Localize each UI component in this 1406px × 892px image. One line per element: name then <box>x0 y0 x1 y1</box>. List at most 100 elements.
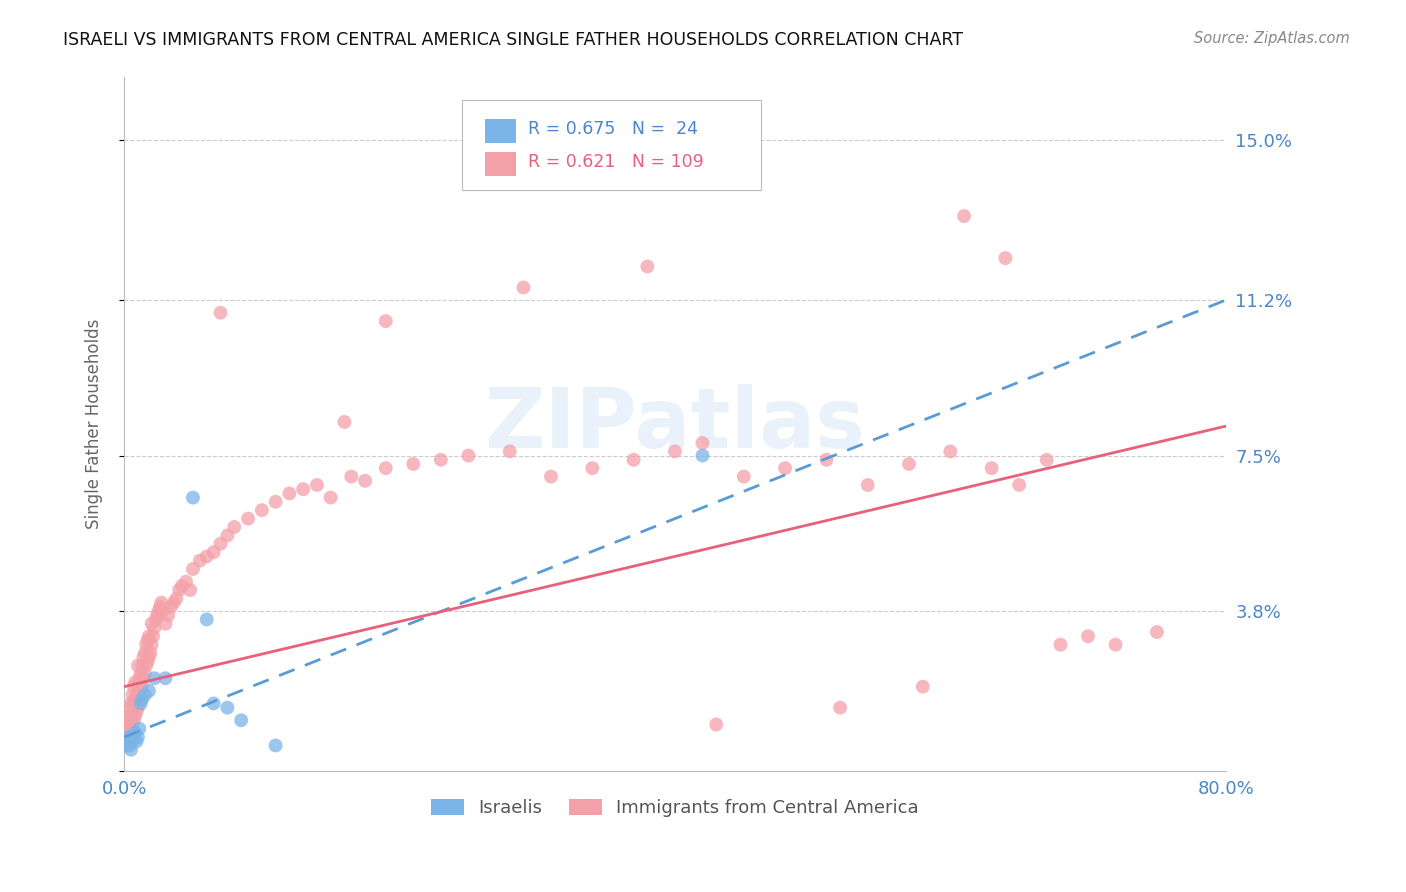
Point <box>148 604 170 618</box>
Point <box>278 486 301 500</box>
Point <box>540 469 562 483</box>
Point <box>773 461 796 475</box>
Point <box>118 739 141 753</box>
Point <box>1049 638 1071 652</box>
Point <box>128 671 150 685</box>
Y-axis label: Single Father Households: Single Father Households <box>86 318 103 529</box>
Point <box>125 705 148 719</box>
Point <box>124 726 146 740</box>
Point <box>142 629 165 643</box>
Point <box>167 582 190 597</box>
Point <box>124 692 146 706</box>
Point <box>1104 638 1126 652</box>
Legend: Israelis, Immigrants from Central America: Israelis, Immigrants from Central Americ… <box>425 791 927 824</box>
Point <box>898 457 921 471</box>
Point <box>166 591 188 606</box>
Point <box>163 596 186 610</box>
Point <box>118 700 141 714</box>
Point <box>733 469 755 483</box>
Point <box>114 722 136 736</box>
Point <box>132 650 155 665</box>
Point <box>181 562 204 576</box>
Point <box>181 491 204 505</box>
Point <box>202 545 225 559</box>
Point <box>127 730 149 744</box>
Point <box>120 717 142 731</box>
Point <box>340 469 363 483</box>
Point <box>131 680 153 694</box>
Point <box>160 599 183 614</box>
Point <box>152 604 174 618</box>
Point <box>117 709 139 723</box>
Point <box>128 692 150 706</box>
Point <box>128 722 150 736</box>
Point <box>305 478 328 492</box>
Point <box>115 713 138 727</box>
Point <box>136 633 159 648</box>
Point <box>374 314 396 328</box>
Point <box>136 655 159 669</box>
Point <box>132 671 155 685</box>
Point <box>122 697 145 711</box>
Point <box>139 646 162 660</box>
Point <box>120 730 142 744</box>
Point <box>138 650 160 665</box>
Point <box>118 722 141 736</box>
Point <box>512 280 534 294</box>
Point <box>236 511 259 525</box>
Point <box>830 700 852 714</box>
Point <box>457 449 479 463</box>
FancyBboxPatch shape <box>485 119 516 144</box>
Text: ISRAELI VS IMMIGRANTS FROM CENTRAL AMERICA SINGLE FATHER HOUSEHOLDS CORRELATION : ISRAELI VS IMMIGRANTS FROM CENTRAL AMERI… <box>63 31 963 49</box>
Point <box>581 461 603 475</box>
Point <box>980 461 1002 475</box>
Point <box>114 739 136 753</box>
Point <box>135 658 157 673</box>
Point <box>122 713 145 727</box>
FancyBboxPatch shape <box>485 152 516 176</box>
Point <box>125 688 148 702</box>
Point <box>125 734 148 748</box>
Text: R = 0.675   N =  24: R = 0.675 N = 24 <box>529 120 699 138</box>
Point <box>188 553 211 567</box>
Point <box>138 684 160 698</box>
Point <box>217 700 239 714</box>
Point <box>120 697 142 711</box>
Point <box>430 452 453 467</box>
Point <box>135 638 157 652</box>
Point <box>157 608 180 623</box>
Point <box>1035 452 1057 467</box>
Point <box>264 739 287 753</box>
Point <box>815 452 838 467</box>
Point <box>131 692 153 706</box>
Point <box>174 574 197 589</box>
Point <box>134 646 156 660</box>
Point <box>374 461 396 475</box>
Point <box>319 491 342 505</box>
Point <box>623 452 645 467</box>
Point <box>170 579 193 593</box>
Text: ZIPatlas: ZIPatlas <box>485 384 866 465</box>
Point <box>217 528 239 542</box>
Point <box>141 638 163 652</box>
Point <box>264 495 287 509</box>
Point <box>117 726 139 740</box>
Point <box>131 658 153 673</box>
Point <box>129 667 152 681</box>
Text: R = 0.621   N = 109: R = 0.621 N = 109 <box>529 153 704 171</box>
Point <box>664 444 686 458</box>
Point <box>911 680 934 694</box>
Point <box>292 482 315 496</box>
Point <box>333 415 356 429</box>
Point <box>121 709 143 723</box>
Point <box>692 449 714 463</box>
Point <box>129 688 152 702</box>
Point <box>124 709 146 723</box>
Point <box>117 730 139 744</box>
Point <box>146 608 169 623</box>
Point <box>209 306 232 320</box>
Point <box>953 209 976 223</box>
Point <box>138 629 160 643</box>
Point <box>1008 478 1031 492</box>
Point <box>939 444 962 458</box>
